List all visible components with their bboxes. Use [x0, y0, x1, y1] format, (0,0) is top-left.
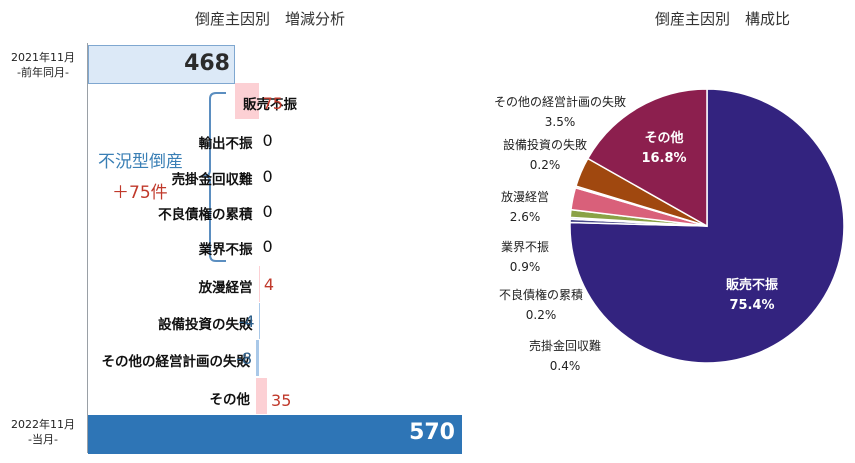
- value-label: 0: [262, 202, 273, 221]
- category-label: 不良債権の累積: [158, 207, 253, 223]
- value-label: 0: [262, 237, 273, 256]
- pie-label-plan-failure-name: その他の経営計画の失敗: [493, 95, 626, 109]
- end-value: 570: [409, 420, 455, 445]
- start-label: 2021年11月 -前年同月-: [6, 50, 80, 80]
- category-label: 輸出不振: [198, 136, 253, 152]
- pie-label-plan-failure-value: 3.5%: [544, 115, 576, 129]
- value-label: 4: [263, 275, 274, 294]
- value-label: 0: [262, 131, 273, 150]
- bracket-label: 不況型倒産: [98, 152, 183, 172]
- value-label: 0: [262, 167, 273, 186]
- pie-label-laxmgmt-value: 2.6%: [509, 210, 541, 224]
- pie-label-baddebt-value: 0.2%: [525, 308, 557, 322]
- waterfall-bar: [256, 378, 268, 414]
- bracket-shape: [203, 92, 226, 262]
- value-label: 35: [271, 391, 292, 410]
- start-label-line2: -前年同月-: [17, 66, 69, 79]
- value-label: 75: [262, 94, 283, 113]
- pie-label-receivables-name: 売掛金回収難: [528, 339, 601, 353]
- category-label: その他の経営計画の失敗: [101, 354, 251, 370]
- pie-label-industry-name: 業界不振: [500, 240, 549, 254]
- category-label: 業界不振: [198, 242, 253, 258]
- value-label: -4: [238, 312, 255, 331]
- pie-label-other-value: 16.8%: [641, 151, 687, 166]
- pie-label-capex: 設備投資の失敗 0.2%: [490, 135, 600, 175]
- start-label-line1: 2021年11月: [11, 51, 75, 64]
- pie-label-capex-name: 設備投資の失敗: [502, 138, 587, 152]
- start-value: 468: [184, 51, 230, 76]
- pie-label-plan-failure: その他の経営計画の失敗 3.5%: [490, 92, 630, 132]
- waterfall-title: 倒産主因別 増減分析: [195, 10, 346, 28]
- category-label: 売掛金回収難: [171, 172, 253, 188]
- pie-label-receivables-value: 0.4%: [549, 359, 581, 373]
- pie-label-other-name: その他: [644, 131, 684, 146]
- pie-label-capex-value: 0.2%: [529, 158, 561, 172]
- end-label-line2: -当月-: [28, 433, 58, 446]
- pie-title: 倒産主因別 構成比: [655, 10, 791, 28]
- category-label: 設備投資の失敗: [158, 317, 253, 333]
- waterfall-bar: [235, 83, 259, 119]
- waterfall-axis: [87, 43, 88, 453]
- pie-label-industry-value: 0.9%: [509, 260, 541, 274]
- category-label: その他: [209, 392, 251, 408]
- pie-label-sales: 販売不振 75.4%: [712, 276, 792, 316]
- category-label: 販売不振: [243, 97, 297, 113]
- start-bar: [88, 45, 235, 84]
- value-label: -8: [236, 349, 253, 368]
- pie-label-receivables: 売掛金回収難 0.4%: [520, 336, 610, 376]
- category-label: 放漫経営: [198, 280, 253, 296]
- waterfall-bar: [258, 303, 260, 339]
- pie-label-laxmgmt: 放漫経営 2.6%: [490, 187, 560, 227]
- waterfall-bar: [256, 340, 259, 376]
- pie-label-sales-value: 75.4%: [729, 298, 775, 313]
- pie-label-baddebt: 不良債権の累積 0.2%: [486, 285, 596, 325]
- end-label: 2022年11月 -当月-: [6, 417, 80, 447]
- pie-label-baddebt-name: 不良債権の累積: [498, 288, 583, 302]
- waterfall-bar: [258, 266, 260, 302]
- end-bar: [88, 415, 462, 454]
- bracket-change: ＋75件: [112, 183, 168, 203]
- pie-label-laxmgmt-name: 放漫経営: [500, 190, 549, 204]
- pie-label-industry: 業界不振 0.9%: [490, 237, 560, 277]
- end-label-line1: 2022年11月: [11, 418, 75, 431]
- pie-label-sales-name: 販売不振: [725, 278, 778, 293]
- pie-slice: [586, 88, 708, 228]
- pie-label-other: その他 16.8%: [628, 129, 700, 169]
